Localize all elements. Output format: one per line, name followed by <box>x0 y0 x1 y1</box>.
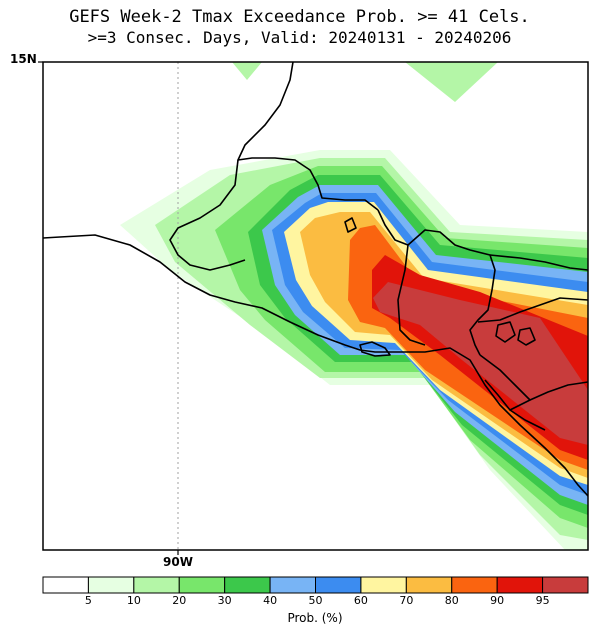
colorbar-box <box>42 576 89 594</box>
colorbar-label: 60 <box>353 594 368 607</box>
colorbar-box <box>133 576 180 594</box>
colorbar-label: 20 <box>172 594 187 607</box>
colorbar-label: 5 <box>84 594 92 607</box>
colorbar-box <box>315 576 362 594</box>
colorbar-box <box>224 576 271 594</box>
colorbar-box <box>360 576 407 594</box>
colorbar-boxes <box>42 576 589 594</box>
colorbar-label: 95 <box>535 594 550 607</box>
map-subtitle: >=3 Consec. Days, Valid: 20240131 - 2024… <box>87 28 512 47</box>
colorbar-label: 70 <box>399 594 414 607</box>
coastlines-borders <box>43 62 588 497</box>
map-title: GEFS Week-2 Tmax Exceedance Prob. >= 41 … <box>69 7 530 27</box>
map-frame <box>42 61 589 551</box>
colorbar-label: 10 <box>126 594 141 607</box>
colorbar-box <box>542 576 589 594</box>
colorbar-box <box>451 576 498 594</box>
colorbar-box <box>496 576 544 594</box>
lon-label-90w: 90W <box>163 555 193 569</box>
colorbar-label: 50 <box>308 594 323 607</box>
band-95 <box>373 282 588 445</box>
colorbar-box <box>178 576 226 594</box>
colorbar-box <box>87 576 135 594</box>
colorbar-label: 90 <box>490 594 505 607</box>
band-5-top-right <box>405 62 498 102</box>
band-5-top-left <box>232 62 262 80</box>
colorbar-label: 30 <box>217 594 232 607</box>
lat-label-15n: 15N <box>10 52 37 66</box>
probability-field <box>43 62 588 550</box>
colorbar-title: Prob. (%) <box>287 611 343 625</box>
colorbar-label: 40 <box>263 594 278 607</box>
colorbar-label: 80 <box>444 594 459 607</box>
colorbar-box <box>269 576 317 594</box>
colorbar-box <box>405 576 453 594</box>
